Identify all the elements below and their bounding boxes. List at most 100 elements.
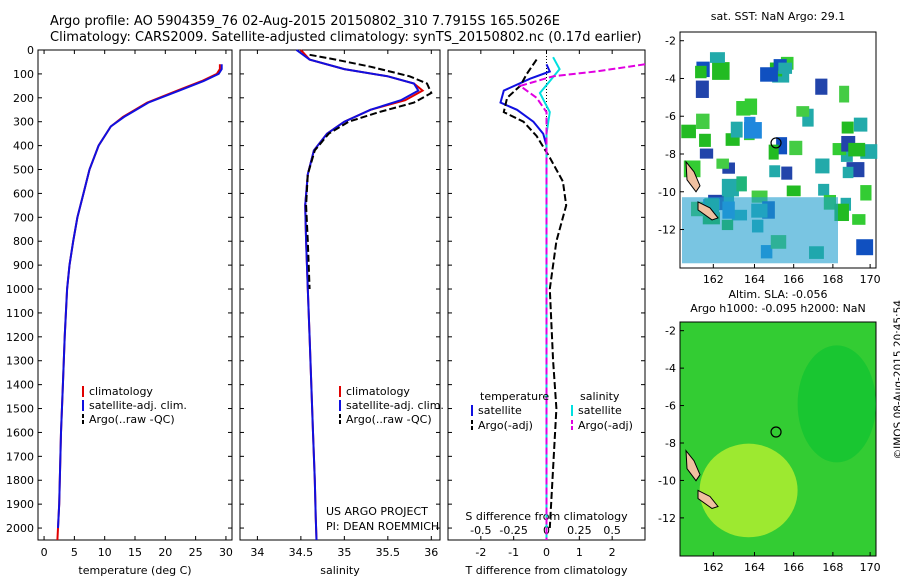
x-tick-label: 25 (189, 546, 203, 559)
y-tick-label: 700 (13, 211, 34, 224)
y-tick-label: 1300 (6, 355, 34, 368)
sst-cell (802, 108, 814, 127)
sst-cell (840, 147, 853, 162)
sst-cell (818, 183, 830, 196)
sst-cell (789, 140, 803, 156)
map-x-label: 168 (822, 273, 843, 286)
sla-low (797, 345, 876, 463)
x-axis-label: temperature (deg C) (78, 564, 191, 577)
map-y-label: -12 (658, 224, 676, 237)
x-axis-label: salinity (320, 564, 360, 577)
sst-cell (853, 117, 868, 132)
map-y-label: -2 (665, 35, 676, 48)
sst-cell (736, 176, 747, 192)
x-tick-label: 2 (609, 546, 616, 559)
y-tick-label: 300 (13, 116, 34, 129)
sst-cell (852, 214, 866, 225)
map-y-label: -8 (665, 437, 676, 450)
legend-label: climatology (89, 385, 153, 398)
y-tick-label: 1000 (6, 283, 34, 296)
x-axis-label: T difference from climatology (465, 564, 628, 577)
header-line-2: Climatology: CARS2009. Satellite-adjuste… (50, 30, 642, 45)
y-tick-label: 1100 (6, 307, 34, 320)
sst-cell (781, 166, 793, 180)
x-tick-label: 1 (576, 546, 583, 559)
y-tick-label: 1500 (6, 403, 34, 416)
sst-cell (815, 158, 830, 174)
map-y-label: -6 (665, 400, 676, 413)
map-panel-2 (679, 321, 877, 557)
legend-label: Argo(..raw -QC) (346, 413, 432, 426)
x-tick-label: 20 (158, 546, 172, 559)
map-x-label: 162 (703, 561, 724, 574)
x-tick-label: 5 (71, 546, 78, 559)
argo-location-marker (770, 426, 782, 438)
x-tick-label: 35 (337, 546, 351, 559)
legend-label: satellite-adj. clim. (346, 399, 444, 412)
x-tick-label: 30 (219, 546, 233, 559)
sst-cell (856, 239, 874, 256)
map-y-label: -8 (665, 148, 676, 161)
legend-label: Argo(..raw -QC) (89, 413, 175, 426)
map-y-label: -2 (665, 325, 676, 338)
y-tick-label: 1400 (6, 379, 34, 392)
x-tick-label: 0 (543, 546, 550, 559)
x-tick-label: 34 (250, 546, 264, 559)
island-shape (697, 201, 719, 221)
sst-cell (709, 52, 725, 63)
series-line-satellite-adj-clim- (57, 64, 223, 529)
map-y-label: -6 (665, 110, 676, 123)
sst-cell (699, 148, 714, 159)
y-tick-label: 0 (27, 44, 34, 57)
project-annotation: US ARGO PROJECT (326, 505, 428, 518)
legend-title-salinity: salinity (580, 390, 620, 403)
island-shape (697, 489, 719, 510)
sst-cell (796, 106, 810, 117)
sst-cell (744, 122, 762, 139)
sst-cell (842, 166, 854, 179)
series-line-s-argo (517, 63, 646, 540)
sst-cell (696, 113, 710, 130)
sst-cell (712, 62, 730, 80)
map-x-label: 168 (822, 561, 843, 574)
y-tick-label: 2000 (6, 522, 34, 535)
x-tick-label: 0 (41, 546, 48, 559)
map-y-label: -4 (665, 72, 676, 85)
imos-timestamp: ©IMOS 08-Aug-2015 20:45:54 (892, 300, 900, 460)
island-shape (685, 160, 701, 193)
series-line-argo (305, 53, 433, 290)
map-y-label: -10 (658, 186, 676, 199)
sst-cell (834, 203, 849, 222)
sst-cell (768, 144, 779, 160)
y-tick-label: 1800 (6, 474, 34, 487)
x-tick-label: 10 (98, 546, 112, 559)
sst-cell (730, 121, 743, 138)
map-x-label: 166 (783, 273, 804, 286)
y-tick-label: 100 (13, 68, 34, 81)
map-x-label: 170 (860, 561, 881, 574)
sst-cell (769, 165, 781, 178)
sst-cell (716, 158, 729, 169)
y-tick-label: 500 (13, 164, 34, 177)
y-tick-label: 200 (13, 92, 34, 105)
series-line-t-satellite (499, 63, 552, 540)
y-tick-label: 1700 (6, 450, 34, 463)
argo-location-marker (770, 137, 782, 149)
plot-frame-1 (239, 49, 441, 541)
x-tick-label: 36 (424, 546, 438, 559)
map-y-label: -10 (658, 474, 676, 487)
y-tick-label: 800 (13, 235, 34, 248)
sst-cell (848, 142, 866, 157)
x-tick-label: 34.5 (289, 546, 314, 559)
header-line-1: Argo profile: AO 5904359_76 02-Aug-2015 … (50, 14, 560, 29)
sst-cell (681, 124, 696, 139)
y-tick-label: 1600 (6, 426, 34, 439)
y-tick-label: 900 (13, 259, 34, 272)
series-line-t-argo (502, 59, 568, 529)
s-tick-label: -0.25 (499, 524, 527, 537)
sst-cell (841, 121, 854, 134)
sst-cell (699, 133, 711, 147)
series-line-satellite-adj-clim- (295, 49, 420, 541)
map-x-label: 170 (860, 273, 881, 286)
